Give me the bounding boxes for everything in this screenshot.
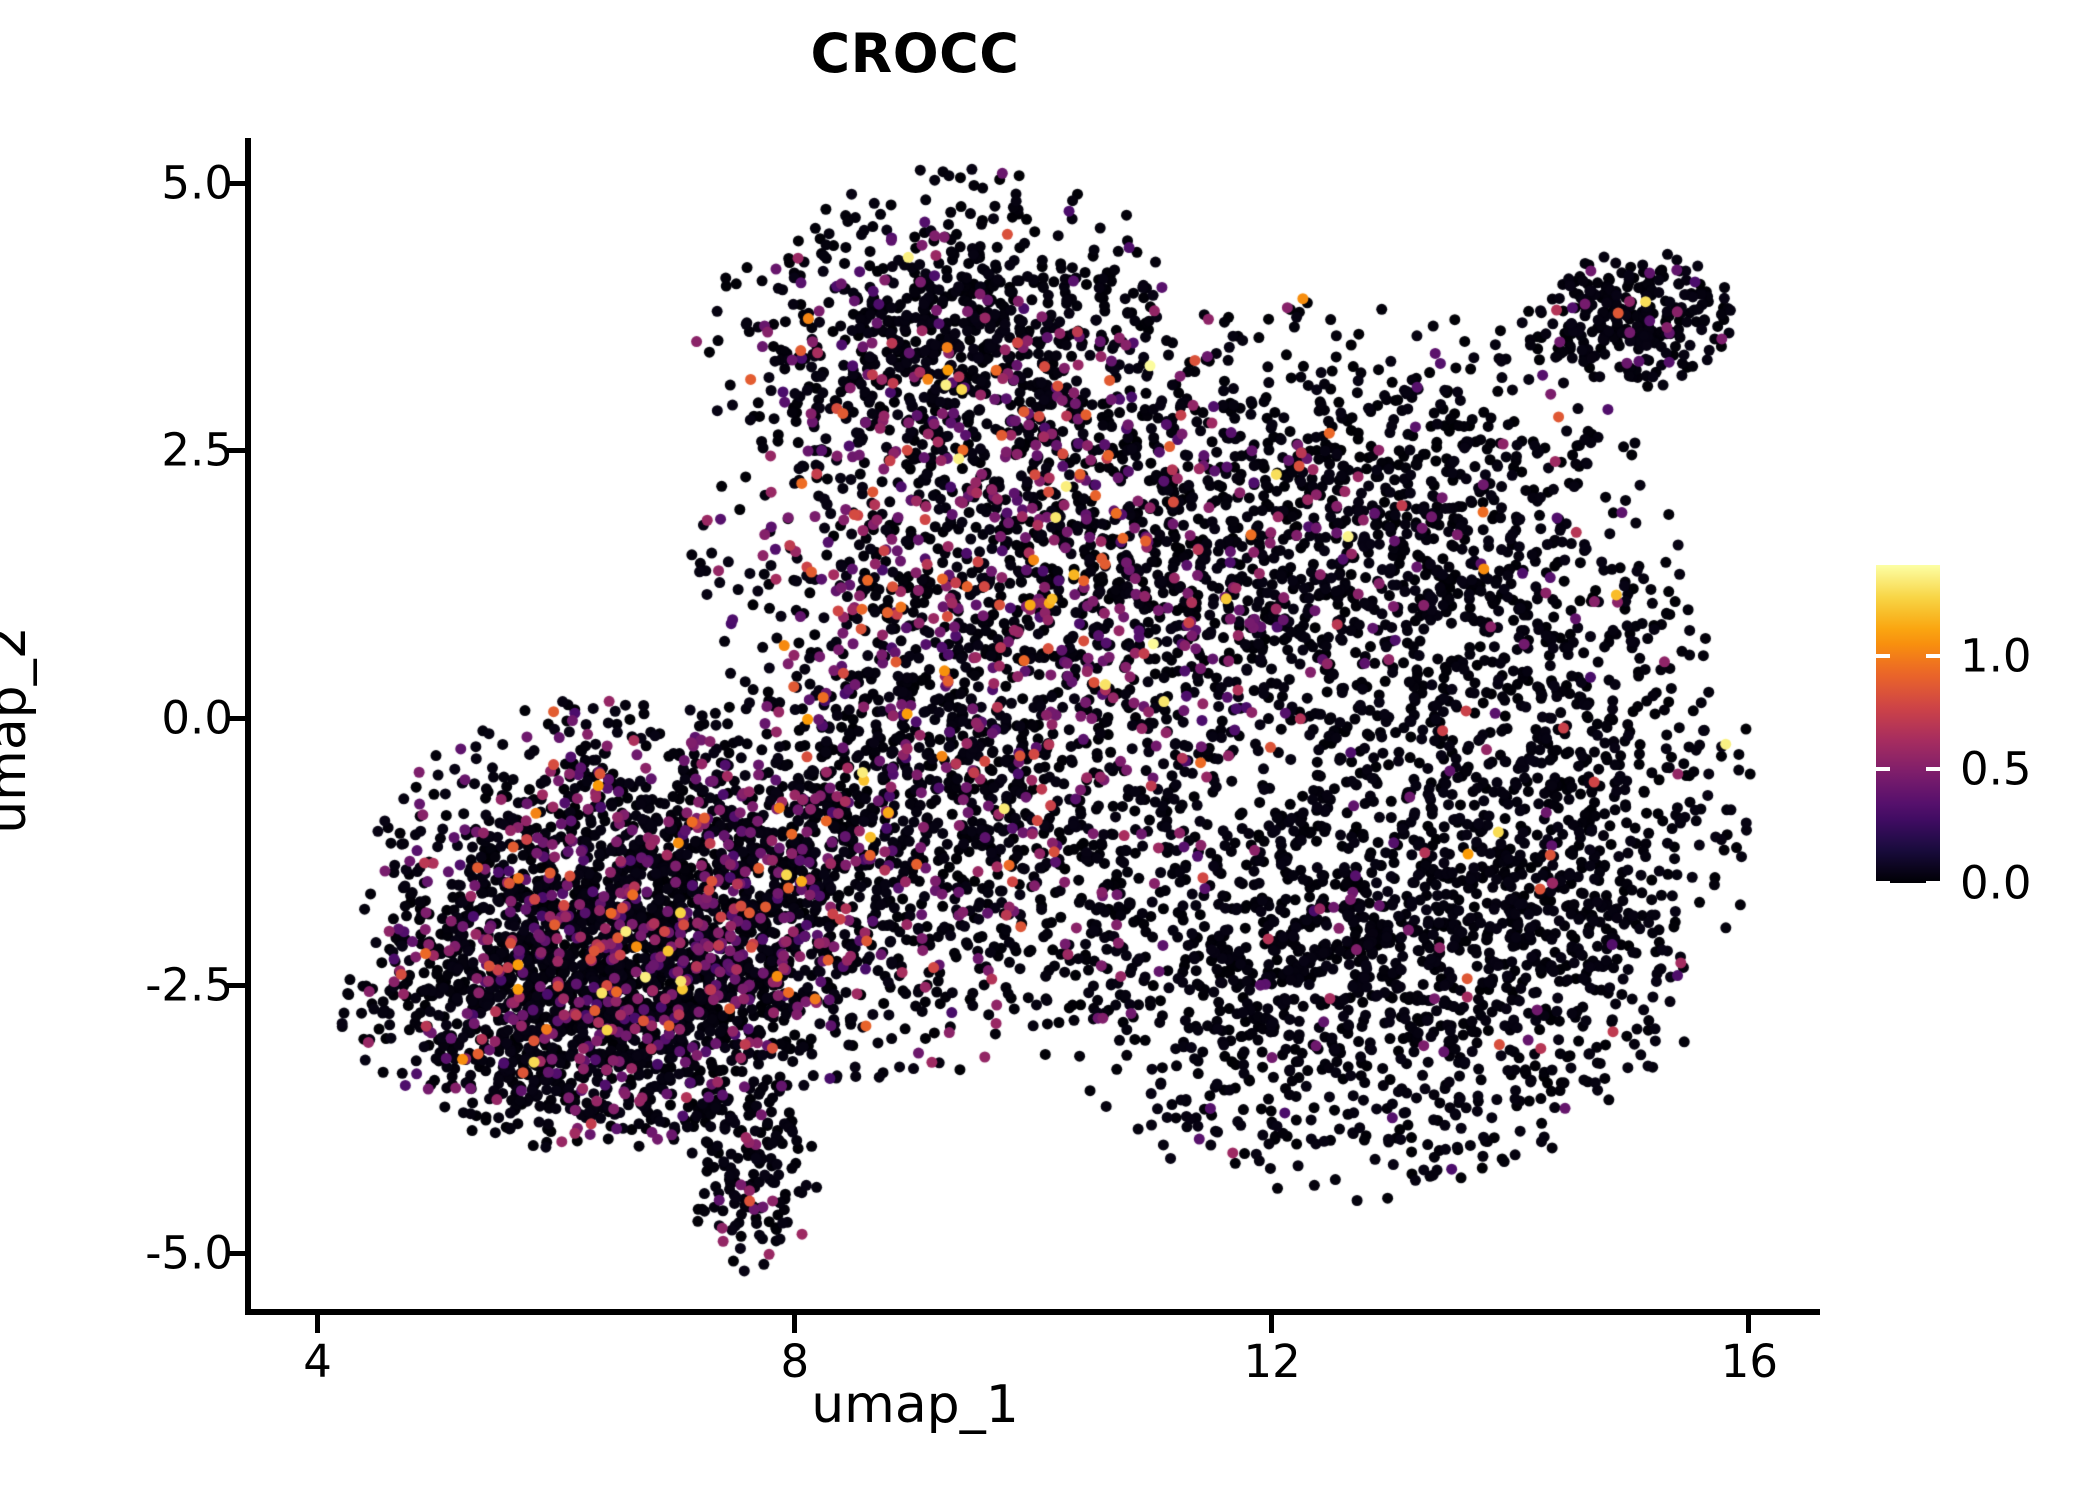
colorbar-gradient [1876,565,1940,883]
y-tick-label: 5.0 [161,156,233,210]
colorbar-tick-mark [1926,767,1940,772]
y-axis-label: umap_2 [0,626,38,834]
colorbar-tick-mark [1876,653,1890,658]
y-tick-mark [227,983,245,989]
colorbar-tick-label: 0.0 [1960,856,2032,910]
colorbar-tick-mark [1926,653,1940,658]
x-tick-label: 12 [1243,1335,1301,1388]
scatter-plot-canvas [245,138,1820,1315]
y-axis-label-wrap: umap_2 [0,0,38,1500]
x-tick-mark [1746,1315,1752,1333]
colorbar-tick-mark [1876,881,1890,885]
colorbar-tick-mark [1876,767,1890,772]
x-tick-label: 4 [303,1335,332,1388]
colorbar-tick-label: 0.5 [1960,742,2032,796]
y-tick-mark [227,180,245,186]
colorbar-tick-label: 1.0 [1960,629,2032,683]
x-axis-spine [245,1309,1820,1315]
y-tick-label: 2.5 [161,423,233,477]
y-axis-spine [245,138,251,1315]
colorbar: 1.0 0.5 0.0 [1876,565,2076,906]
colorbar-tick-mark [1926,881,1940,885]
y-tick-label: -2.5 [145,958,233,1012]
chart-title: CROCC [810,22,1020,85]
x-tick-mark [791,1315,797,1333]
y-tick-mark [227,448,245,454]
x-tick-mark [1269,1315,1275,1333]
x-axis-label: umap_1 [811,1375,1019,1435]
x-tick-mark [314,1315,320,1333]
y-tick-label: -5.0 [145,1226,233,1280]
plot-axes: 5.0 2.5 0.0 -2.5 -5.0 4 8 12 16 [145,138,1820,1384]
x-tick-label: 8 [780,1335,810,1388]
y-tick-mark [227,715,245,721]
y-tick-label: 0.0 [161,691,233,745]
y-tick-mark [227,1250,245,1256]
x-tick-label: 16 [1720,1335,1779,1388]
